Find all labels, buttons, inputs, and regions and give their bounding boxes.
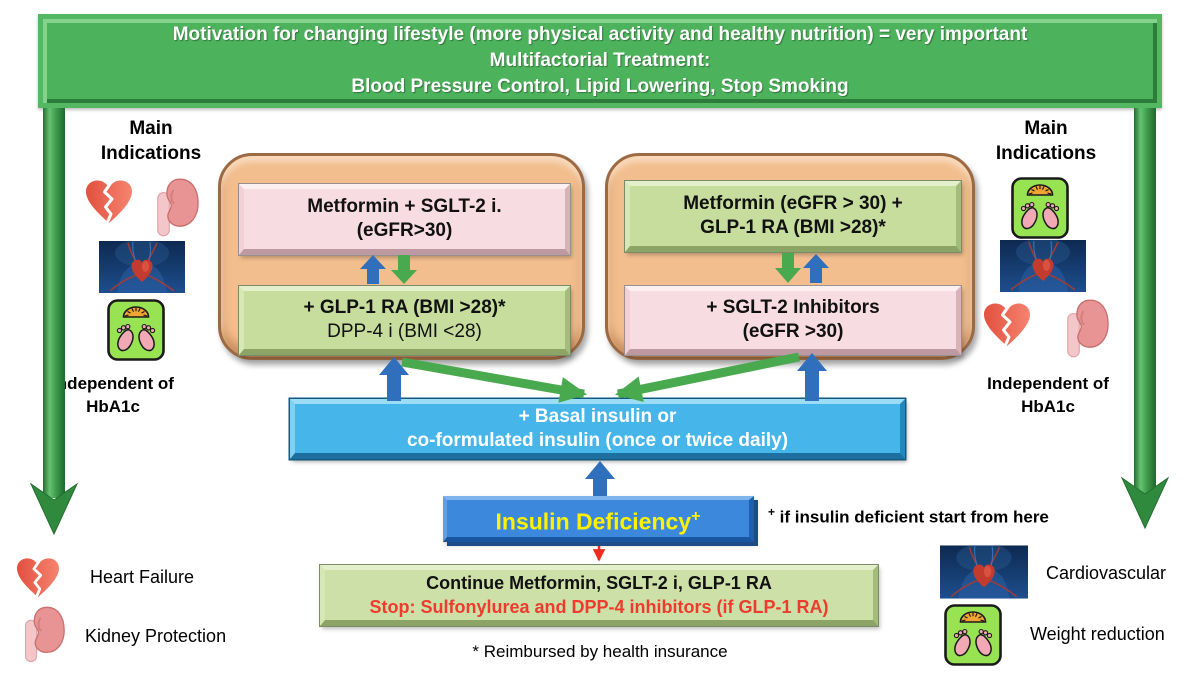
- kidney-icon: [1062, 297, 1110, 359]
- legend-heart-failure: Heart Failure: [90, 567, 195, 587]
- right-pathway-to-basal-arrow: [615, 352, 800, 402]
- insulin-deficiency-label: Insulin Deficiency+: [495, 506, 701, 535]
- glp1-line: + GLP-1 RA (BMI >28)*: [303, 297, 506, 318]
- metformin-sglt2-line2: (eGFR>30): [356, 220, 453, 241]
- continue-line: Continue Metformin, SGLT-2 i, GLP-1 RA: [426, 573, 772, 593]
- banner-line2: Multifactorial Treatment:: [489, 50, 711, 71]
- basal-to-left-pathway-arrow: [379, 357, 409, 401]
- lifestyle-banner: Motivation for changing lifestyle (more …: [38, 14, 1162, 108]
- metformin-sglt2-line1: Metformin + SGLT-2 i.: [307, 196, 502, 217]
- independent-hba1c-right: Independent of HbA1c: [987, 374, 1109, 416]
- reimbursed-footnote: * Reimbursed by health insurance: [472, 642, 728, 661]
- cardiovascular-icon: [1000, 240, 1086, 292]
- sglt2-inhibitors-line2: (eGFR >30): [742, 321, 844, 342]
- main-indications-left-title: Main Indications: [100, 118, 202, 164]
- legend-weight-reduction: Weight reduction: [1030, 624, 1165, 644]
- legend-cardiovascular: Cardiovascular: [1046, 563, 1167, 583]
- weight-scale-icon: [1011, 177, 1069, 239]
- cardiovascular-icon: [99, 241, 185, 293]
- independent-hba1c-left: Independent of HbA1c: [52, 374, 174, 416]
- kidney-icon: [152, 176, 200, 238]
- sglt2-inhibitors-line1: + SGLT-2 Inhibitors: [706, 297, 880, 318]
- weight-scale-icon: [944, 604, 1002, 666]
- broken-heart-icon: [15, 557, 61, 599]
- deficiency-to-basal-arrow: [585, 461, 615, 496]
- insulin-deficiency-box: Insulin Deficiency+: [443, 496, 754, 542]
- deficiency-note: + if insulin deficient start from here: [768, 505, 1118, 528]
- insulin-deficiency-sup: +: [691, 506, 701, 525]
- banner-line3: Blood Pressure Control, Lipid Lowering, …: [351, 76, 849, 97]
- basal-insulin-box: + Basal insulin or co-formulated insulin…: [290, 399, 905, 459]
- basal-to-right-pathway-arrow: [797, 353, 827, 401]
- banner-line1: Motivation for changing lifestyle (more …: [172, 24, 1028, 45]
- stop-line: Stop: Sulfonylurea and DPP-4 inhibitors …: [369, 597, 829, 617]
- right-flow-down-arrow: [1120, 108, 1170, 530]
- basal-insulin-line2: co-formulated insulin (once or twice dai…: [406, 429, 789, 451]
- weight-scale-icon: [107, 299, 165, 361]
- basal-insulin-line1: + Basal insulin or: [518, 405, 677, 427]
- deficiency-note-sup: +: [768, 505, 775, 519]
- pathway-left-container: Metformin + SGLT-2 i. (eGFR>30) + GLP-1 …: [218, 153, 585, 360]
- left-pathway-to-basal-arrow: [401, 357, 588, 403]
- main-indications-right-title: Main Indications: [995, 118, 1097, 164]
- broken-heart-icon: [982, 302, 1032, 348]
- glp1-dpp4-box: + GLP-1 RA (BMI >28)* DPP-4 i (BMI <28): [239, 286, 570, 355]
- left-flow-down-arrow: [29, 108, 79, 536]
- deficiency-note-text: if insulin deficient start from here: [774, 507, 1049, 527]
- kidney-icon: [20, 604, 66, 664]
- metformin-glp1-line2: GLP-1 RA (BMI >28)*: [700, 217, 886, 238]
- metformin-glp1-box: Metformin (eGFR > 30) + GLP-1 RA (BMI >2…: [625, 181, 961, 252]
- sglt2-inhibitors-box: + SGLT-2 Inhibitors (eGFR >30): [625, 286, 961, 355]
- metformin-sglt2-box: Metformin + SGLT-2 i. (eGFR>30): [239, 184, 570, 255]
- pathway-right-container: Metformin (eGFR > 30) + GLP-1 RA (BMI >2…: [605, 153, 975, 360]
- legend-kidney-protection: Kidney Protection: [85, 626, 227, 646]
- continue-stop-box: Continue Metformin, SGLT-2 i, GLP-1 RA S…: [320, 565, 878, 626]
- broken-heart-icon: [84, 179, 134, 225]
- metformin-glp1-line1: Metformin (eGFR > 30) +: [683, 193, 903, 214]
- dpp4-line: DPP-4 i (BMI <28): [327, 321, 482, 342]
- cardiovascular-icon: [940, 545, 1028, 599]
